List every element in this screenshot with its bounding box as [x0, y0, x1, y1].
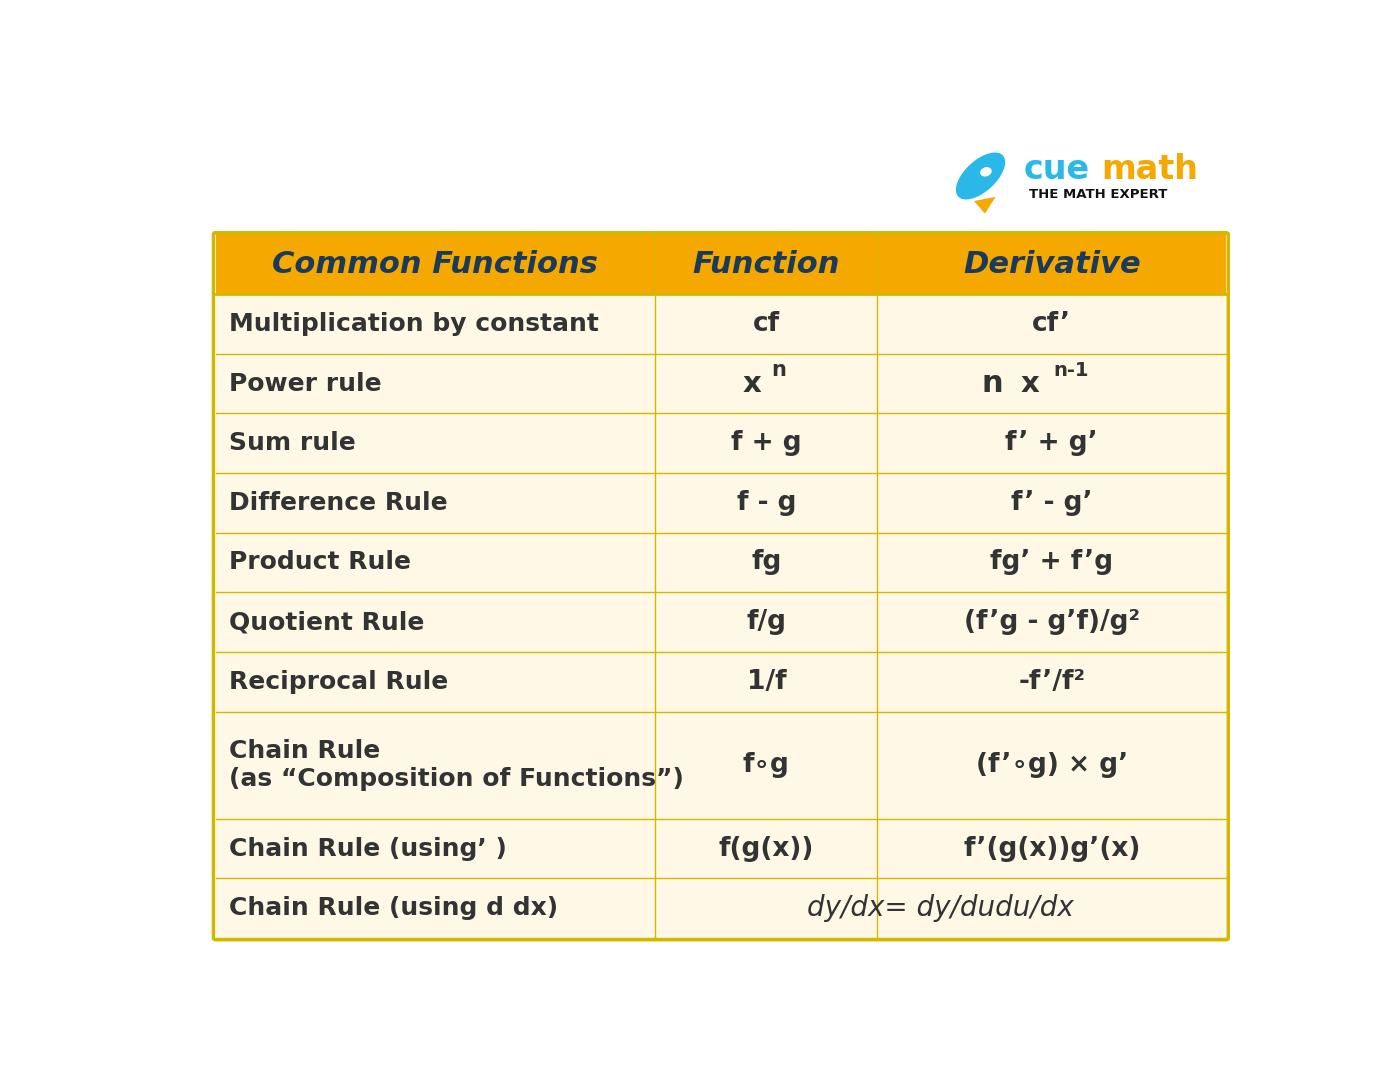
Text: Sum rule: Sum rule: [229, 431, 356, 455]
Text: Difference Rule: Difference Rule: [229, 491, 447, 515]
Text: cf’: cf’: [1032, 311, 1071, 337]
Bar: [215, 234, 1226, 294]
Text: x: x: [743, 370, 761, 398]
Polygon shape: [974, 197, 995, 214]
Text: f/g: f/g: [747, 609, 786, 635]
Text: f + g: f + g: [732, 430, 801, 456]
Text: fg’ + f’g: fg’ + f’g: [990, 550, 1114, 576]
Text: -f’/f²: -f’/f²: [1018, 669, 1085, 695]
Text: Quotient Rule: Quotient Rule: [229, 610, 424, 634]
Text: dy/dx= dy/dudu/dx: dy/dx= dy/dudu/dx: [807, 894, 1074, 922]
Ellipse shape: [956, 153, 1005, 199]
Text: f’ - g’: f’ - g’: [1011, 490, 1093, 516]
Text: n-1: n-1: [1054, 361, 1089, 379]
Text: n: n: [981, 370, 1004, 398]
Text: Multiplication by constant: Multiplication by constant: [229, 312, 599, 336]
Text: f - g: f - g: [737, 490, 796, 516]
Text: Power rule: Power rule: [229, 372, 381, 396]
Text: x: x: [1020, 370, 1040, 398]
Text: THE MATH EXPERT: THE MATH EXPERT: [1029, 188, 1167, 201]
Text: Reciprocal Rule: Reciprocal Rule: [229, 670, 448, 694]
Text: f(g(x)): f(g(x)): [719, 836, 814, 862]
Text: cue: cue: [1023, 153, 1090, 185]
Text: Chain Rule (using’ ): Chain Rule (using’ ): [229, 837, 507, 861]
Text: Common Functions: Common Functions: [272, 249, 599, 279]
Text: Chain Rule
(as “Composition of Functions”): Chain Rule (as “Composition of Functions…: [229, 739, 684, 791]
Text: n: n: [772, 360, 786, 380]
Text: f∘g: f∘g: [743, 752, 790, 778]
Bar: [215, 234, 1226, 938]
Text: Function: Function: [692, 249, 840, 279]
Text: math: math: [1101, 153, 1199, 185]
Text: Chain Rule (using d dx): Chain Rule (using d dx): [229, 896, 558, 920]
Text: Product Rule: Product Rule: [229, 551, 410, 575]
Text: f’ + g’: f’ + g’: [1005, 430, 1099, 456]
Text: fg: fg: [751, 550, 782, 576]
Text: 1/f: 1/f: [747, 669, 786, 695]
Text: Derivative: Derivative: [963, 249, 1141, 279]
Ellipse shape: [980, 167, 991, 177]
Text: cf: cf: [752, 311, 780, 337]
Text: (f’g - g’f)/g²: (f’g - g’f)/g²: [963, 609, 1139, 635]
Text: (f’∘g) × g’: (f’∘g) × g’: [976, 752, 1128, 778]
Text: f’(g(x))g’(x): f’(g(x))g’(x): [963, 836, 1141, 862]
